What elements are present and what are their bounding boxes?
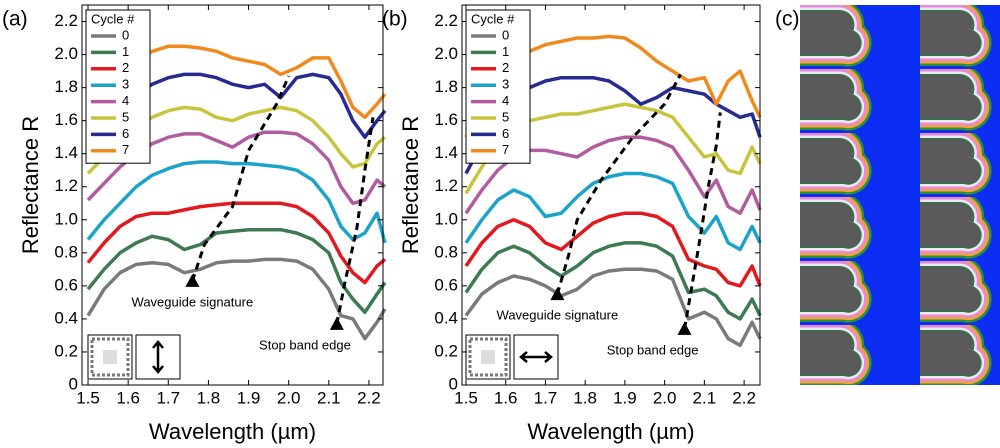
legend-label: 4 bbox=[502, 93, 509, 108]
legend-label: 5 bbox=[502, 109, 509, 124]
panel-label: (b) bbox=[382, 8, 408, 31]
y-tick-label: 0.4 bbox=[54, 308, 78, 327]
y-tick-label: 0.2 bbox=[54, 341, 78, 360]
legend-label: 0 bbox=[502, 27, 509, 42]
y-tick-label: 0 bbox=[449, 374, 458, 393]
legend-label: 6 bbox=[122, 126, 129, 141]
x-tick-label: 1.6 bbox=[116, 388, 140, 407]
x-tick-label: 1.7 bbox=[534, 388, 558, 407]
inset-b bbox=[465, 334, 559, 380]
guide-line bbox=[190, 75, 291, 282]
annotation-text: Waveguide signature bbox=[497, 308, 619, 323]
x-tick-label: 2.0 bbox=[277, 388, 301, 407]
y-axis-label: Reflectance R bbox=[18, 116, 43, 254]
annotation-marker bbox=[550, 287, 565, 301]
y-tick-label: 0.2 bbox=[434, 341, 458, 360]
x-tick-label: 2.1 bbox=[317, 388, 341, 407]
x-tick-label: 1.6 bbox=[494, 388, 518, 407]
x-tick-label: 1.9 bbox=[237, 388, 261, 407]
y-tick-label: 0.6 bbox=[434, 275, 458, 294]
x-axis-label: Wavelength (µm) bbox=[527, 419, 694, 444]
legend-label: 2 bbox=[122, 60, 129, 75]
y-tick-label: 1.2 bbox=[434, 176, 458, 195]
annotation-text: Waveguide signature bbox=[132, 294, 254, 309]
x-tick-label: 2.1 bbox=[693, 388, 717, 407]
inset-a bbox=[87, 334, 181, 380]
x-tick-label: 1.7 bbox=[156, 388, 180, 407]
guide-line bbox=[335, 117, 375, 325]
legend-label: 1 bbox=[502, 44, 509, 59]
panel-label: (c) bbox=[775, 8, 800, 31]
simulation-image bbox=[800, 5, 1000, 385]
x-tick-label: 1.5 bbox=[76, 388, 100, 407]
series-line bbox=[86, 160, 387, 244]
x-tick-label: 1.8 bbox=[197, 388, 221, 407]
plot: Waveguide signature Stop band edge 0 0.2 0.4… bbox=[2, 4, 387, 444]
y-tick-label: 0.8 bbox=[54, 242, 78, 261]
y-tick-label: 1.2 bbox=[54, 176, 78, 195]
legend-title: Cycle # bbox=[91, 11, 135, 26]
series-line bbox=[464, 171, 762, 252]
legend-label: 0 bbox=[122, 27, 129, 42]
y-tick-label: 0 bbox=[69, 374, 78, 393]
guide-line bbox=[683, 112, 722, 330]
y-tick-label: 2.0 bbox=[434, 44, 458, 63]
series-line bbox=[86, 227, 387, 315]
x-tick-label: 1.9 bbox=[613, 388, 637, 407]
x-axis-label: Wavelength (µm) bbox=[149, 419, 316, 444]
legend-label: 4 bbox=[122, 93, 129, 108]
y-tick-label: 0.8 bbox=[434, 242, 458, 261]
plot: Waveguide signature Stop band edge 0 0.2 0.4… bbox=[382, 4, 762, 444]
plot-frame bbox=[461, 4, 761, 386]
y-axis-label: Reflectance R bbox=[398, 116, 423, 254]
y-tick-label: 1.4 bbox=[434, 143, 458, 162]
legend-label: 3 bbox=[502, 77, 509, 92]
y-tick-label: 1.4 bbox=[54, 143, 78, 162]
x-tick-label: 1.5 bbox=[454, 388, 478, 407]
y-tick-label: 0.6 bbox=[54, 275, 78, 294]
series-line bbox=[86, 201, 387, 285]
y-tick-label: 1.8 bbox=[434, 77, 458, 96]
annotation-marker bbox=[329, 316, 344, 330]
panel-label: (a) bbox=[2, 8, 28, 31]
x-tick-label: 2.0 bbox=[653, 388, 677, 407]
y-tick-label: 1.6 bbox=[434, 110, 458, 129]
annotation-text: Stop band edge bbox=[259, 337, 351, 352]
legend-label: 6 bbox=[502, 126, 509, 141]
plot-frame bbox=[81, 4, 384, 386]
y-tick-label: 2.2 bbox=[54, 11, 78, 30]
x-tick-label: 2.2 bbox=[732, 388, 756, 407]
y-tick-label: 2.2 bbox=[434, 11, 458, 30]
legend-label: 1 bbox=[122, 44, 129, 59]
legend-label: 5 bbox=[122, 109, 129, 124]
y-tick-label: 1.6 bbox=[54, 110, 78, 129]
annotation-text: Stop band edge bbox=[607, 342, 699, 357]
legend-label: 7 bbox=[502, 142, 509, 157]
y-tick-label: 1.8 bbox=[54, 77, 78, 96]
legend-title: Cycle # bbox=[471, 11, 515, 26]
series-line bbox=[86, 257, 387, 341]
legend-label: 7 bbox=[122, 142, 129, 157]
annotation-marker bbox=[185, 273, 200, 287]
x-tick-label: 1.8 bbox=[573, 388, 597, 407]
y-tick-label: 0.4 bbox=[434, 308, 458, 327]
series-line bbox=[464, 211, 762, 288]
series-line bbox=[464, 241, 762, 321]
legend-label: 2 bbox=[502, 60, 509, 75]
legend-label: 3 bbox=[122, 77, 129, 92]
x-tick-label: 2.2 bbox=[357, 388, 381, 407]
annotation-marker bbox=[677, 321, 692, 335]
y-tick-label: 2.0 bbox=[54, 44, 78, 63]
y-tick-label: 1.0 bbox=[434, 209, 458, 228]
guide-line bbox=[555, 73, 682, 295]
series-line bbox=[464, 267, 762, 348]
y-tick-label: 1.0 bbox=[54, 209, 78, 228]
